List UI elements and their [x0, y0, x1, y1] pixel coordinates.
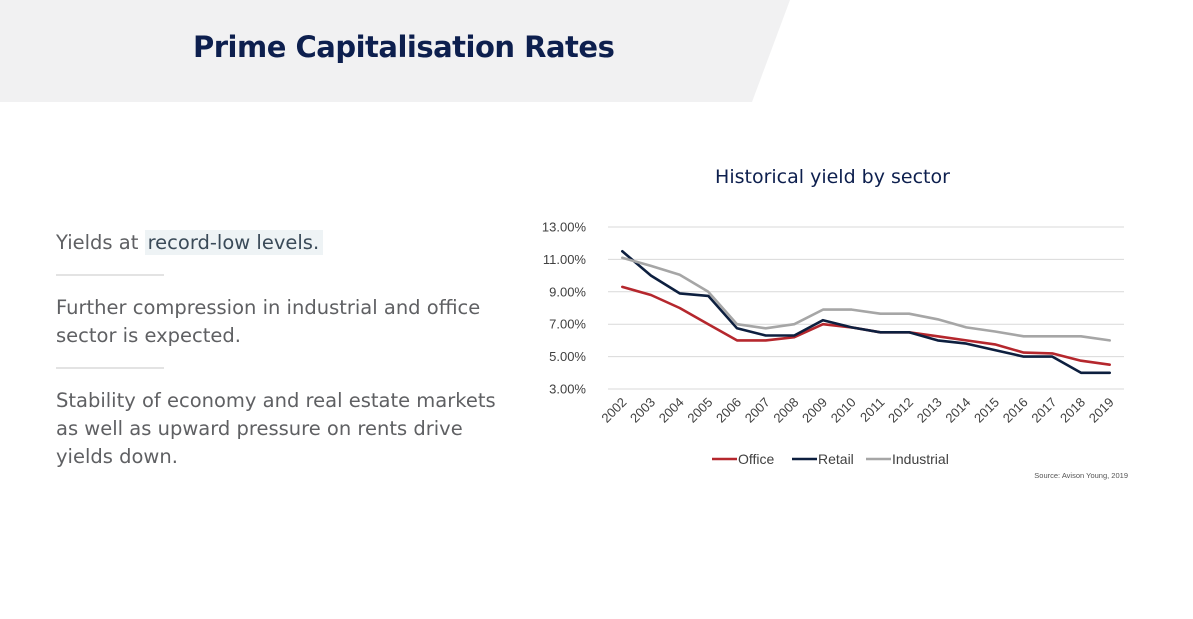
bullet-record-low-highlight: record-low levels. [144, 230, 324, 255]
yield-line-chart: 13.00% 11.00% 9.00% 7.00% 5.00% 3.00% 20022003… [542, 220, 1124, 467]
bullet-divider [56, 367, 164, 369]
x-tick-label: 2006 [713, 395, 744, 426]
header-band [0, 0, 790, 102]
x-tick-label: 2008 [770, 395, 801, 426]
y-tick-label: 3.00% [549, 382, 586, 397]
chart-title: Historical yield by sector [715, 166, 950, 188]
x-tick-label: 2017 [1028, 395, 1059, 426]
x-tick-label: 2011 [857, 395, 887, 425]
x-tick-label: 2004 [656, 395, 687, 426]
x-tick-label: 2010 [828, 395, 859, 426]
y-tick-label: 11.00% [543, 252, 587, 267]
x-tick-label: 2009 [799, 395, 830, 426]
bullet-record-low-prefix: Yields at [56, 231, 145, 254]
series-line-industrial [621, 256, 1112, 342]
y-tick-label: 9.00% [549, 284, 586, 299]
x-tick-label: 2013 [914, 395, 945, 426]
bullet-list: Yields at record-low levels. Further com… [56, 229, 506, 471]
x-tick-label: 2014 [942, 395, 973, 426]
x-tick-label: 2002 [598, 395, 629, 426]
page-title: Prime Capitalisation Rates [193, 30, 615, 64]
bullet-compression: Further compression in industrial and of… [56, 296, 481, 347]
bullet-divider [56, 274, 164, 276]
x-tick-label: 2005 [684, 395, 715, 426]
bullet-stability: Stability of economy and real estate mar… [56, 389, 496, 468]
x-tick-label: 2019 [1086, 395, 1117, 426]
y-tick-label: 5.00% [549, 349, 586, 364]
x-tick-label: 2007 [742, 395, 773, 426]
y-tick-label: 13.00% [542, 220, 587, 235]
legend-label-office: Office [738, 451, 775, 467]
legend-label-industrial: Industrial [892, 451, 949, 467]
series-line-retail [621, 249, 1112, 375]
x-tick-label: 2003 [627, 395, 658, 426]
series-line-office [621, 285, 1112, 366]
bullet-record-low: Yields at record-low levels. [56, 229, 506, 257]
legend-label-retail: Retail [818, 451, 854, 467]
x-tick-label: 2018 [1057, 395, 1088, 426]
source-note: Source: Avison Young, 2019 [1034, 471, 1128, 480]
x-tick-label: 2016 [1000, 395, 1031, 426]
y-tick-label: 7.00% [549, 317, 586, 332]
x-tick-label: 2015 [971, 395, 1002, 426]
x-tick-label: 2012 [885, 395, 916, 426]
